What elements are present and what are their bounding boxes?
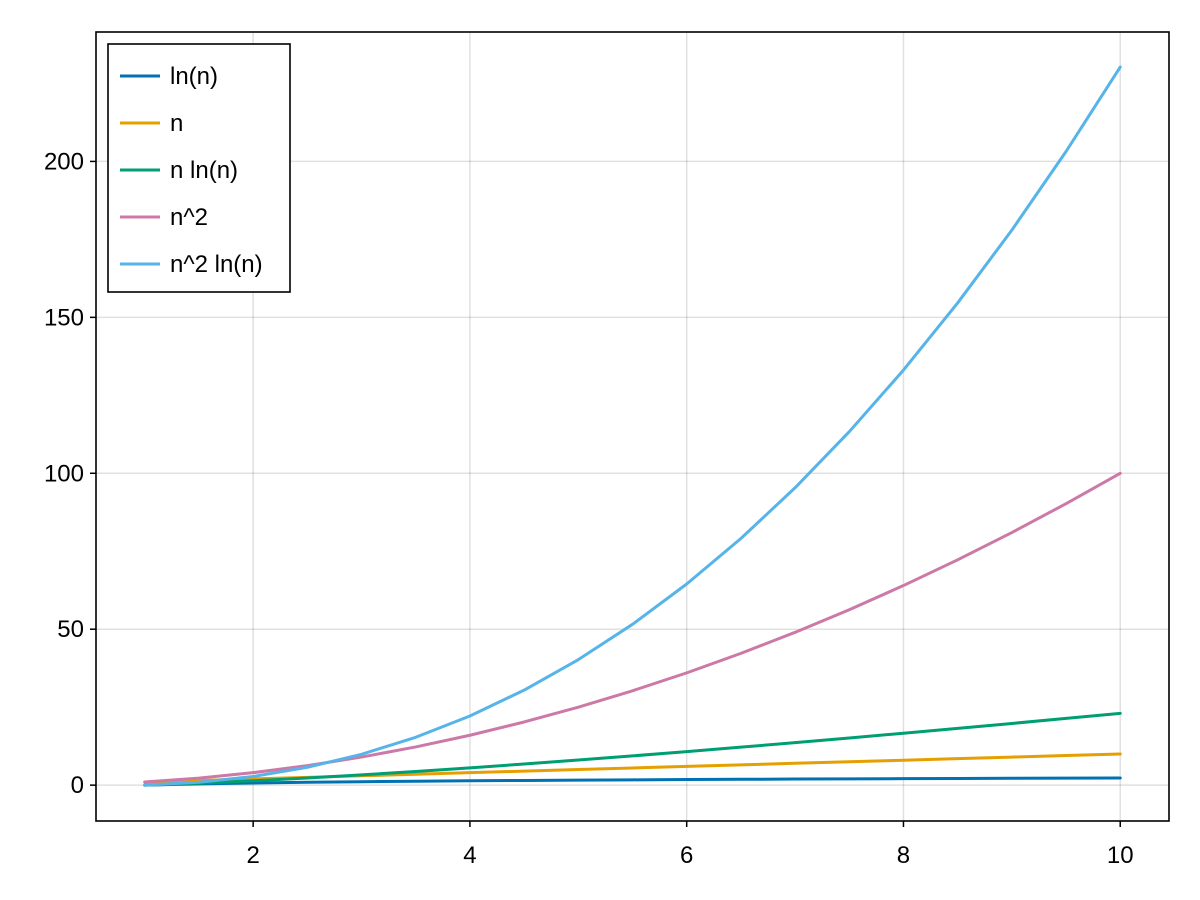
y-tick-label: 0: [71, 772, 84, 799]
x-tick-label: 10: [1107, 842, 1134, 869]
legend-box: [107, 43, 291, 293]
legend-label-n: n: [170, 110, 183, 137]
legend-label-n-ln-n: n ln(n): [170, 157, 238, 184]
x-tick-label: 8: [897, 842, 910, 869]
legend-label-n-2: n^2: [170, 204, 208, 231]
legend-label-ln-n: ln(n): [170, 63, 218, 90]
y-tick-label: 200: [44, 148, 84, 175]
grid: [96, 32, 1169, 821]
series-line-n-2-ln-n: [143, 65, 1122, 787]
y-tick-label: 100: [44, 460, 84, 487]
y-tick-label: 50: [57, 616, 84, 643]
legend: ln(n) n n ln(n) n^2 n^2 ln(n): [107, 43, 291, 293]
x-tick-label: 6: [680, 842, 693, 869]
series-line-ln-n: [143, 776, 1122, 787]
y-tick-label: 150: [44, 304, 84, 331]
series-lines: [143, 65, 1122, 787]
plot-frame: [95, 31, 1170, 822]
legend-label-n-2-ln-n: n^2 ln(n): [170, 251, 263, 278]
series-line-n-ln-n: [143, 711, 1122, 787]
y-axis: 0 50 100 150 200: [44, 148, 96, 799]
x-tick-label: 4: [463, 842, 476, 869]
x-tick-label: 2: [246, 842, 259, 869]
x-axis: 2 4 6 8 10: [246, 821, 1134, 869]
series-line-n-2: [143, 471, 1122, 784]
